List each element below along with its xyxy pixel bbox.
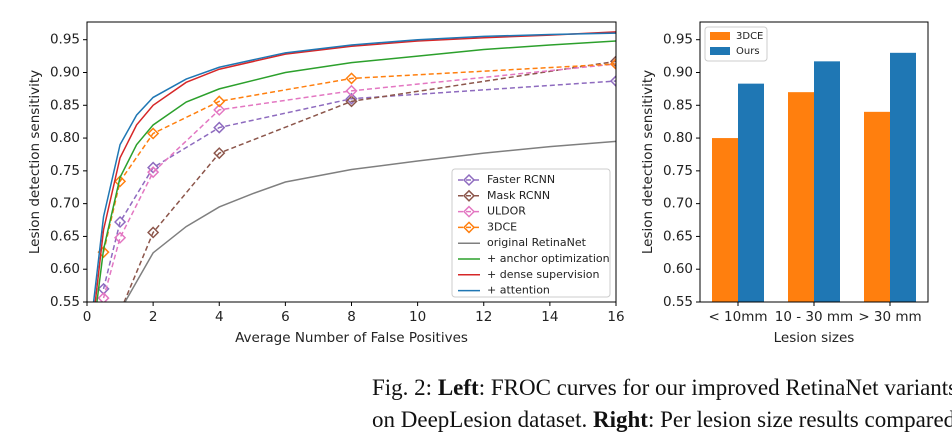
legend-marker [462,205,476,218]
series-line [102,63,616,253]
data-point [114,231,127,244]
y-axis-label: Lesion detection sensitivity [640,70,656,254]
legend-label: + attention [487,284,550,297]
data-point [213,95,226,108]
data-point [147,127,160,140]
y-tick-label: 0.70 [663,196,693,212]
y-tick-label: 0.55 [663,294,693,310]
axes-frame [86,21,617,303]
x-axis-label: Lesion sizes [774,330,855,346]
data-point [345,92,358,105]
caption-right-text: : Per lesion size results compared to 3D… [647,407,952,432]
caption-left-text: : FROC curves for our improved RetinaNet… [478,375,952,400]
bar [738,83,764,302]
legend-swatch [710,32,730,40]
data-point [213,147,226,160]
x-tick-label: 2 [149,309,158,325]
series-line [96,40,616,302]
series-line [102,80,616,290]
data-point [213,103,226,116]
y-tick-label: 0.75 [50,163,80,179]
x-tick-label: 8 [347,309,356,325]
y-tick-label: 0.65 [50,228,80,244]
legend-label: 3DCE [487,220,517,233]
data-point [147,161,160,174]
legend-label: 3DCE [736,31,763,42]
bar [814,61,840,302]
plot-area [712,52,916,302]
data-point [97,292,110,302]
data-point [213,121,226,134]
legend-label: + anchor optimization [487,252,610,265]
legend-label: + dense supervision [487,268,599,281]
y-tick-label: 0.90 [50,64,80,80]
figure: 0.55 0.60 0.65 0.70 0.75 0.80 0.85 0.90 0.95 Lesi… [27,21,929,359]
legend-swatch [710,47,730,55]
x-tick-label: < 10mm [708,309,767,325]
legend-label: ULDOR [487,205,526,218]
legend-marker [462,173,476,187]
series-line [124,140,616,302]
y-tick-label: 0.60 [50,261,80,277]
y-tick-label: 0.70 [50,196,80,212]
data-point [609,74,616,88]
data-point [115,307,125,317]
y-tick-label: 0.85 [663,97,693,113]
legend-label: original RetinaNet [487,236,587,249]
x-tick-label: 10 [409,309,426,325]
x-tick-label: 4 [215,309,224,325]
axes-frame [699,21,929,303]
y-tick-label: 0.60 [663,261,693,277]
caption-label: Fig. 2: [372,375,433,400]
plot-area [92,31,616,359]
data-point [345,84,358,97]
x-tick-label: > 30 mm [858,309,921,325]
y-axis-label: Lesion detection sensitivity [27,70,43,254]
x-tick-label: 6 [281,309,290,325]
data-point [147,226,160,239]
data-point [99,349,109,359]
y-tick-label: 0.55 [50,294,80,310]
legend-label: Faster RCNN [487,173,555,186]
y-tick-label: 0.95 [50,32,80,48]
y-tick-label: 0.75 [663,163,693,179]
legend-label: Mask RCNN [487,189,550,202]
data-point [114,215,127,229]
y-tick-label: 0.65 [663,228,693,244]
x-axis-label: Average Number of False Positives [235,330,468,346]
x-tick-label: 0 [83,309,92,325]
y-tick-label: 0.90 [663,64,693,80]
data-point [609,55,616,68]
bar [890,52,916,302]
x-tick-label: 14 [541,309,558,325]
x-tick-label: 16 [607,309,624,325]
data-point [345,72,358,85]
bar [712,138,738,302]
caption-left-text: on DeepLesion dataset. [372,407,588,432]
data-point [147,166,160,179]
series-line [102,63,616,299]
y-tick-label: 0.95 [663,32,693,48]
caption-right-head: Right [592,407,648,432]
legend-marker [462,221,476,234]
series-line [94,31,616,302]
y-tick-label: 0.80 [50,130,80,146]
bar [864,111,890,302]
y-tick-label: 0.80 [663,130,693,146]
x-tick-label: 12 [475,309,492,325]
y-tick-label: 0.85 [50,97,80,113]
data-point [345,95,358,108]
data-point [114,175,127,188]
legend-box [451,168,611,298]
caption-left-head: Left [437,375,479,400]
legend-marker [462,189,476,202]
bar [788,92,814,302]
x-tick-label: 10 - 30 mm [775,309,853,325]
series-line [92,32,616,302]
legend-label: Ours [736,46,760,57]
caption: Fig. 2: Left: FROC curves for our improv… [372,372,952,436]
data-point [609,57,616,71]
